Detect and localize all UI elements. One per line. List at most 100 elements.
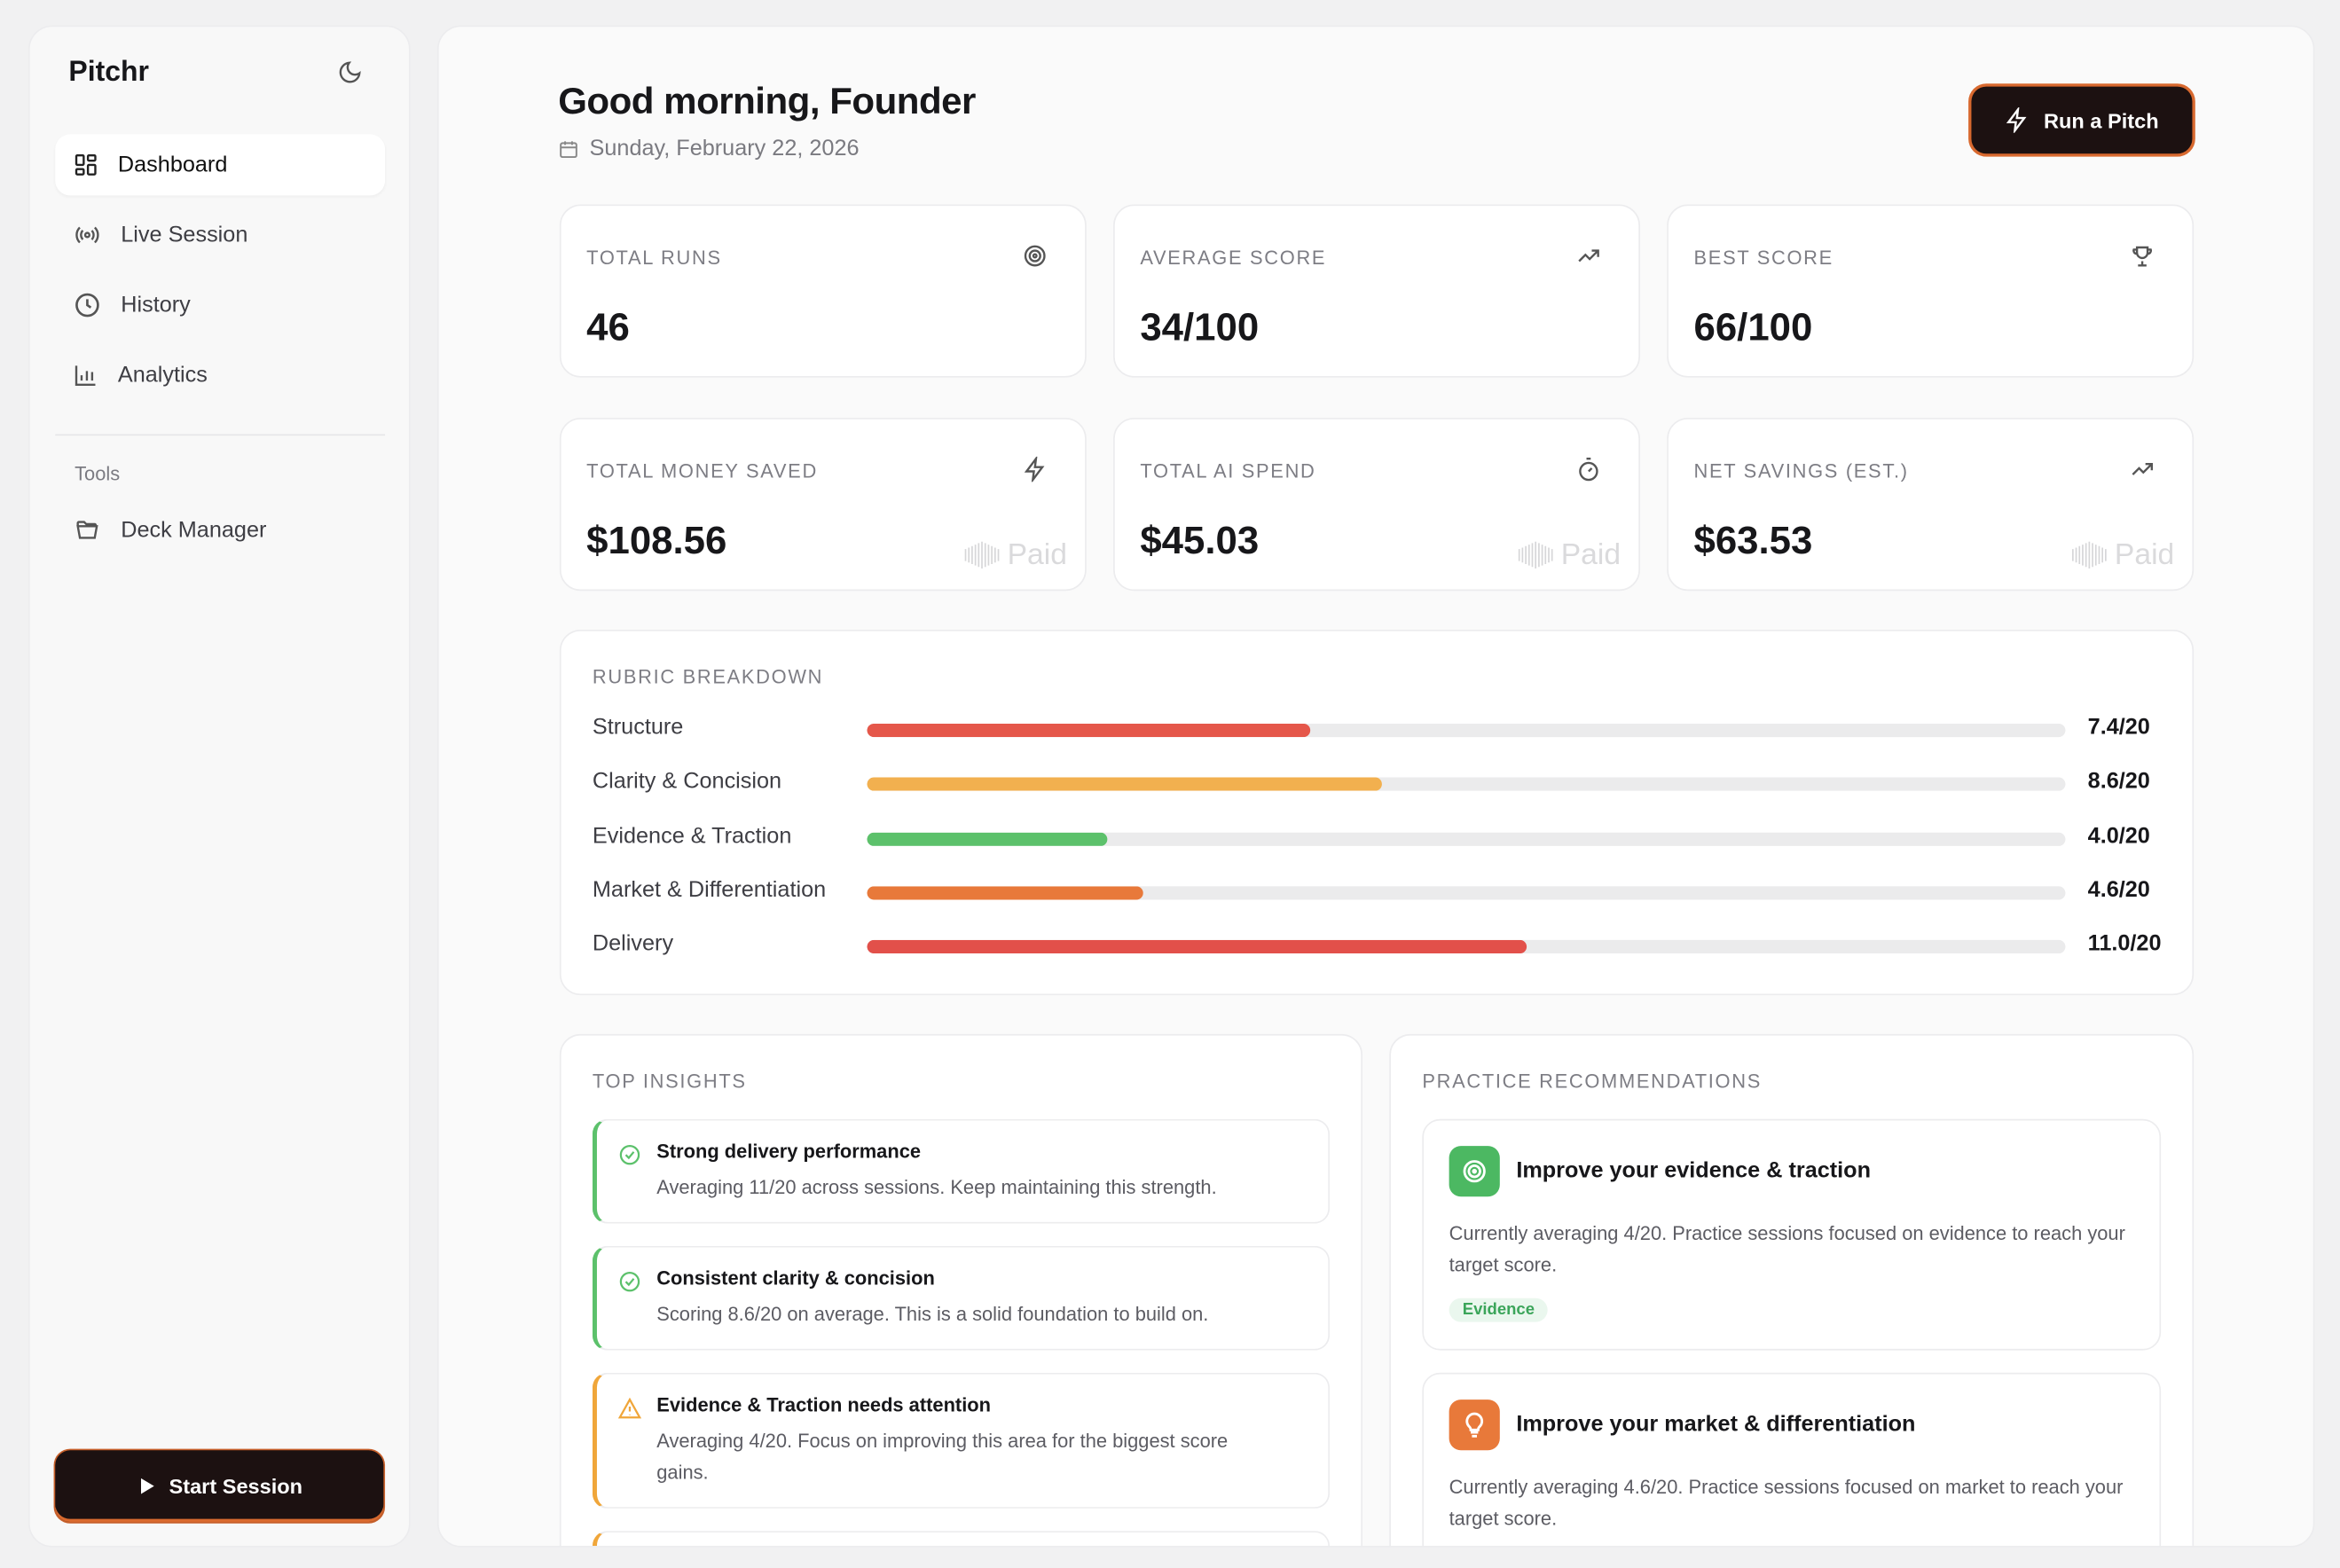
stat-value: $108.56	[586, 517, 727, 563]
icon	[624, 1278, 635, 1287]
icon	[1579, 458, 1598, 482]
rec-icon	[1449, 1399, 1500, 1451]
icon	[617, 1397, 642, 1419]
stat-card: TOTAL AI SPEND $45.03 Paid	[1113, 418, 1640, 592]
rubric-score: 4.0/20	[2087, 823, 2150, 849]
icon	[76, 521, 98, 539]
stat-value: 34/100	[1140, 304, 1260, 349]
insight-text: Averaging 4/20. Focus on improving this …	[656, 1429, 1229, 1484]
stat-card: BEST SCORE 66/100	[1667, 204, 2195, 378]
icon	[2132, 462, 2154, 475]
nav-item[interactable]: Analytics	[55, 345, 385, 406]
icon	[617, 1397, 642, 1419]
rubric-score: 11.0/20	[2087, 931, 2162, 957]
rec-tag: Evidence	[1449, 1298, 1549, 1322]
icon	[86, 153, 97, 162]
icon	[75, 293, 99, 318]
rubric-card: RUBRIC BREAKDOWN Structure 7.4/20 Clarity …	[559, 629, 2195, 996]
nav-label: Live Session	[121, 222, 248, 248]
rubric-row: Structure 7.4/20	[593, 715, 2189, 745]
rubric-bar	[867, 778, 1383, 792]
insight: Consistent clarity & concision Scoring 8.…	[592, 1245, 1331, 1351]
rec-text: Currently averaging 4.6/20. Practice ses…	[1449, 1475, 2124, 1530]
button-label: Start Session	[169, 1474, 303, 1499]
icon	[1578, 249, 1599, 263]
icon	[1024, 454, 1045, 484]
stat-label: TOTAL AI SPEND	[1140, 459, 1316, 482]
insight: Room to grow in market & differentiation	[592, 1531, 1331, 1546]
nav-label: Deck Manager	[121, 517, 267, 544]
icon	[1467, 1164, 1481, 1179]
icon	[1472, 1168, 1478, 1174]
icon	[2132, 462, 2154, 475]
stat-value: $63.53	[1693, 517, 1813, 563]
icon	[2006, 107, 2028, 133]
nav-item[interactable]: Live Session	[55, 204, 385, 265]
stat-icon	[1576, 243, 1602, 276]
rubric-bar	[867, 940, 1527, 954]
stat-icon	[1022, 243, 1048, 276]
section-title: PRACTICE RECOMMENDATIONS	[1422, 1070, 1762, 1093]
rubric-label: Delivery	[592, 931, 674, 957]
stat-label: NET SAVINGS (EST.)	[1693, 459, 1909, 482]
icon	[75, 226, 99, 244]
insight-title: Consistent clarity & concision	[656, 1266, 935, 1290]
icon	[75, 365, 96, 387]
button-label: Run a Pitch	[2044, 107, 2159, 132]
section-heading: Tools	[75, 462, 121, 485]
rec-title: Improve your market & differentiation	[1516, 1411, 1916, 1438]
rubric-bar	[867, 723, 1311, 738]
stat-value: 46	[586, 304, 630, 349]
nav-item[interactable]: Dashboard	[55, 134, 386, 196]
section-title: RUBRIC BREAKDOWN	[592, 665, 824, 688]
icon	[1463, 1160, 1486, 1183]
nav-item[interactable]: Deck Manager	[55, 500, 385, 561]
icon	[141, 1478, 155, 1494]
icon	[619, 1144, 640, 1165]
stat-value: 66/100	[1693, 304, 1813, 349]
stat-card: TOTAL MONEY SAVED $108.56 Paid	[559, 418, 1087, 592]
rubric-bar	[867, 832, 1107, 846]
rubric-label: Structure	[592, 714, 684, 741]
greeting: Good morning, Founder	[558, 80, 976, 122]
rubric-row: Market & Differentiation 4.6/20	[593, 877, 2189, 907]
rubric-row: Clarity & Concision 8.6/20	[593, 769, 2189, 799]
rubric-label: Clarity & Concision	[592, 768, 782, 795]
icon	[83, 231, 90, 239]
main-panel: Good morning, Founder Sunday, February 2…	[436, 25, 2315, 1548]
nav-label: History	[121, 292, 191, 318]
insight-text: Scoring 8.6/20 on average. This is a sol…	[656, 1302, 1209, 1325]
theme-toggle[interactable]	[337, 59, 363, 85]
run-pitch-button[interactable]: Run a Pitch	[1971, 86, 2193, 154]
rubric-score: 4.6/20	[2087, 877, 2150, 903]
rec-icon	[1449, 1146, 1500, 1197]
insight-title: Strong delivery performance	[656, 1140, 922, 1163]
divider	[55, 434, 386, 436]
icon	[339, 61, 361, 83]
paid-badge: Paid	[2069, 536, 2174, 575]
start-session-button[interactable]: Start Session	[55, 1450, 384, 1523]
rubric-row: Evidence & Traction 4.0/20	[593, 823, 2189, 853]
badge-text: Paid	[2114, 537, 2175, 571]
recommendations-card: PRACTICE RECOMMENDATIONS Improve your ev…	[1389, 1033, 2195, 1546]
nav-item[interactable]: History	[55, 275, 385, 336]
rubric-label: Evidence & Traction	[592, 823, 792, 849]
icon	[1465, 1412, 1484, 1438]
icon	[619, 1271, 640, 1292]
rubric-track	[867, 832, 2066, 846]
icon	[1578, 249, 1599, 263]
stat-label: TOTAL RUNS	[586, 246, 722, 269]
icon	[86, 299, 92, 309]
nav-label: Analytics	[117, 362, 208, 388]
rubric-row: Delivery 11.0/20	[593, 931, 2189, 961]
stat-card: TOTAL RUNS 46	[559, 204, 1087, 378]
icon	[560, 140, 577, 158]
icon	[75, 168, 85, 176]
paid-badge: Paid	[962, 536, 1067, 575]
brand: Pitchr	[68, 56, 150, 89]
rubric-track	[867, 723, 2066, 738]
sidebar: Pitchr Dashboard Live Session History An…	[27, 25, 411, 1548]
icon	[624, 1151, 635, 1160]
insight-text: Averaging 11/20 across sessions. Keep ma…	[656, 1175, 1217, 1198]
icon	[1586, 458, 1593, 473]
